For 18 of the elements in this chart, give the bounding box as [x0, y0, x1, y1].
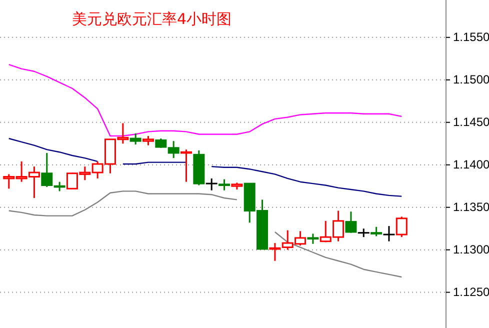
candlestick — [396, 216, 408, 238]
y-tick-label: 1.1450 — [453, 115, 489, 130]
candlestick — [345, 210, 357, 234]
candlestick — [206, 178, 218, 192]
candlestick — [130, 132, 142, 146]
candlestick — [383, 225, 395, 242]
candlestick — [307, 232, 319, 245]
y-tick-label: 1.1500 — [453, 72, 489, 87]
y-tick-label: 1.1300 — [453, 242, 489, 257]
y-tick-label: 1.1400 — [453, 158, 489, 172]
candlestick — [370, 226, 382, 237]
candlestick — [180, 148, 192, 183]
y-tick-label: 1.1350 — [453, 200, 489, 214]
candlestick — [218, 178, 230, 192]
text: 美元兑欧元汇率4小时图 — [72, 10, 232, 28]
y-tick-label: 1.1550 — [453, 30, 489, 44]
y-tick-label: 1.1250 — [453, 285, 489, 300]
candlestick — [142, 135, 154, 146]
